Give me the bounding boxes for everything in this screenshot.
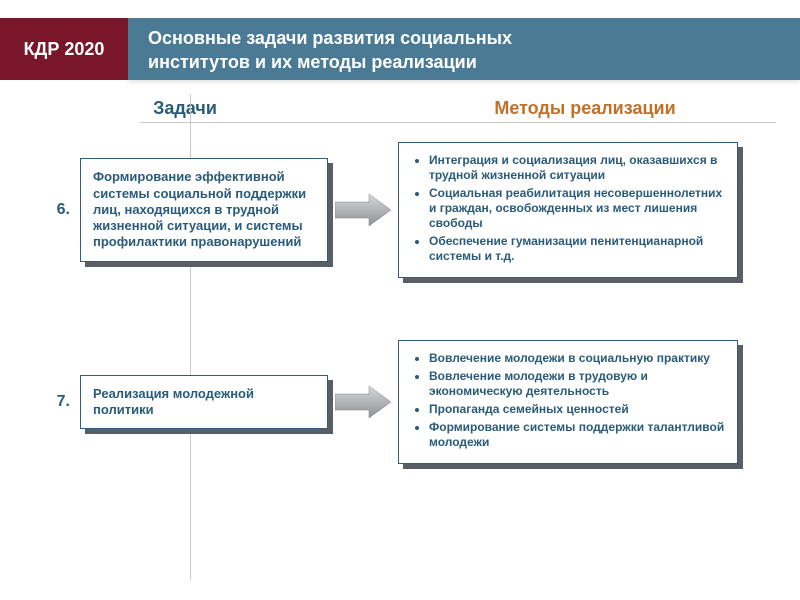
columns-header: Задачи Методы реализации <box>0 98 800 119</box>
row-number: 6. <box>0 201 80 219</box>
task-box-wrap: Реализация молодежной политики <box>80 375 328 430</box>
method-item: Формирование системы поддержки талантлив… <box>429 420 725 450</box>
task-box-wrap: Формирование эффективной системы социаль… <box>80 158 328 261</box>
method-item: Обеспечение гуманизации пенитенцианарной… <box>429 234 725 264</box>
arrow-right-icon <box>335 386 391 418</box>
header-bar: КДР 2020 Основные задачи развития социал… <box>0 18 800 80</box>
horizontal-divider <box>140 122 776 123</box>
task-box: Формирование эффективной системы социаль… <box>80 158 328 261</box>
arrow-wrap <box>328 386 398 418</box>
method-box-wrap: Вовлечение молодежи в социальную практик… <box>398 340 738 464</box>
page-title: Основные задачи развития социальных инст… <box>128 18 800 80</box>
method-item: Вовлечение молодежи в трудовую и экономи… <box>429 369 725 399</box>
arrow-wrap <box>328 194 398 226</box>
tasks-column-header: Задачи <box>0 98 370 119</box>
method-box: Интеграция и социализация лиц, оказавших… <box>398 142 738 278</box>
method-item: Социальная реабилитация несовершеннолетн… <box>429 186 725 231</box>
kdr-badge: КДР 2020 <box>0 18 128 80</box>
method-item: Пропаганда семейных ценностей <box>429 402 725 417</box>
content-row: 7.Реализация молодежной политики Вовлечен… <box>0 340 800 464</box>
task-box: Реализация молодежной политики <box>80 375 328 430</box>
method-box: Вовлечение молодежи в социальную практик… <box>398 340 738 464</box>
method-box-wrap: Интеграция и социализация лиц, оказавших… <box>398 142 738 278</box>
arrow-right-icon <box>335 194 391 226</box>
title-line-2: институтов и их методы реализации <box>148 50 786 74</box>
method-list: Вовлечение молодежи в социальную практик… <box>411 351 725 450</box>
method-list: Интеграция и социализация лиц, оказавших… <box>411 153 725 264</box>
title-line-1: Основные задачи развития социальных <box>148 26 786 50</box>
content-row: 6.Формирование эффективной системы социа… <box>0 142 800 278</box>
row-number: 7. <box>0 393 80 411</box>
method-item: Вовлечение молодежи в социальную практик… <box>429 351 725 366</box>
method-item: Интеграция и социализация лиц, оказавших… <box>429 153 725 183</box>
methods-column-header: Методы реализации <box>370 98 800 119</box>
